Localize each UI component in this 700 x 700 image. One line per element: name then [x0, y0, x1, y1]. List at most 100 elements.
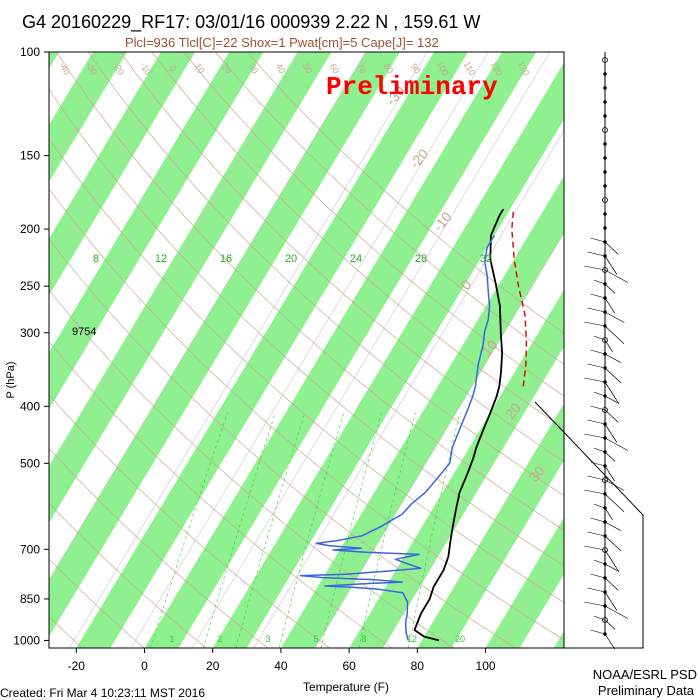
wind-barb — [604, 451, 616, 462]
wind-barb — [604, 255, 618, 275]
dry-adiabat — [151, 52, 564, 429]
dry-adiabat-label: 40 — [274, 62, 288, 76]
plot-frame — [48, 51, 565, 649]
isotherm — [376, 334, 564, 648]
wind-panel-outline — [534, 401, 644, 649]
wind-barb — [604, 241, 619, 255]
x-tick-label: 0 — [141, 659, 148, 673]
theta-bands — [49, 52, 700, 648]
mixing-ratio-label: 2 — [217, 634, 222, 644]
wind-barb — [604, 367, 622, 384]
isotherm-label: -20 — [406, 145, 431, 171]
wind-barb — [587, 587, 606, 593]
theta-e-label: 12 — [155, 253, 167, 265]
wind-barb — [584, 265, 606, 271]
x-axis-label: Temperature (F) — [303, 680, 389, 694]
dry-adiabat-label: 10 — [193, 62, 207, 76]
y-tick-label: 400 — [20, 399, 40, 413]
theta-band — [417, 403, 564, 648]
y-tick-label: 700 — [20, 542, 40, 556]
wind-point — [602, 337, 608, 343]
wind-barb — [604, 395, 618, 404]
dry-adiabat — [49, 289, 454, 648]
x-tick-label: 100 — [476, 659, 496, 673]
isotherm — [49, 52, 182, 274]
chart-title: G4 20160229_RF17: 03/01/16 000939 2.22 N… — [22, 12, 480, 33]
wind-barb — [604, 521, 621, 531]
wind-point — [602, 197, 608, 203]
theta-band — [280, 176, 564, 648]
y-axis-label: P (hPa) — [5, 361, 17, 398]
wind-point — [602, 57, 608, 63]
mixing-ratio-line — [358, 412, 416, 648]
wind-barb — [587, 307, 606, 313]
x-tick-label: 20 — [206, 659, 220, 673]
wind-point — [603, 72, 607, 76]
wind-barb — [590, 293, 606, 299]
wind-barb — [604, 507, 613, 520]
wind-barb — [604, 353, 621, 363]
wind-barb — [584, 321, 606, 327]
dry-adiabat — [88, 52, 564, 497]
wind-barb — [590, 461, 606, 467]
isotherm — [314, 232, 564, 648]
mixing-ratio-lines — [150, 412, 461, 648]
wind-barb — [584, 489, 606, 495]
wind-barb — [587, 531, 606, 537]
theta-band — [690, 52, 700, 648]
mixing-ratio-label: 3 — [265, 634, 270, 644]
wind-barb — [604, 283, 616, 294]
wind-point — [603, 170, 607, 174]
dry-adiabat-label: 30 — [247, 62, 261, 76]
theta-e-label: 24 — [350, 253, 362, 265]
wind-point — [602, 477, 608, 483]
wind-barb — [604, 591, 618, 611]
dry-adiabat-label: 0 — [167, 64, 178, 73]
isotherm — [560, 641, 564, 648]
wind-barb — [590, 629, 606, 635]
wind-barb — [587, 363, 606, 369]
wind-barb — [593, 559, 606, 565]
wind-point — [602, 267, 608, 273]
wind-barb — [604, 325, 625, 344]
y-tick-label: 300 — [20, 326, 40, 340]
dry-adiabat-label: 50 — [301, 62, 315, 76]
theta-band — [49, 52, 127, 182]
theta-e-label: 32 — [480, 253, 492, 265]
isotherm — [69, 52, 428, 648]
y-tick-label: 200 — [20, 222, 40, 236]
dry-adiabat — [49, 88, 564, 567]
x-tick-label: 80 — [411, 659, 425, 673]
chart-subtitle: Plcl=936 Tlcl[C]=22 Shox=1 Pwat[cm]=5 Ca… — [125, 35, 439, 50]
wind-barb — [604, 437, 628, 451]
theta-band — [144, 52, 537, 648]
theta-band — [553, 630, 564, 648]
preliminary-stamp: Preliminary — [326, 72, 498, 102]
wind-barb — [604, 605, 628, 619]
mixing-ratio-label: 20 — [455, 634, 465, 644]
wind-barb — [584, 601, 606, 607]
wind-barb — [604, 311, 625, 323]
theta-e-label: 16 — [220, 253, 232, 265]
dry-adiabat-label: 90 — [409, 62, 423, 76]
temperature-line — [413, 208, 505, 642]
footer-created: Created: Fri Mar 4 10:23:11 MST 2016 — [0, 686, 205, 700]
wind-barb — [604, 535, 622, 552]
dry-adiabat-label: 20 — [220, 62, 234, 76]
dry-adiabat — [119, 52, 564, 463]
dry-adiabat — [56, 52, 564, 531]
dry-adiabat-label: 80 — [382, 62, 396, 76]
wind-barb — [593, 335, 606, 341]
y-axis: 100 150 200 250 300 400 500 700 850 1000 — [13, 45, 49, 647]
wind-point — [603, 100, 607, 104]
theta-e-label: 28 — [415, 253, 427, 265]
theta-e-label: 20 — [285, 253, 297, 265]
theta-band — [49, 52, 196, 296]
wind-point — [603, 184, 607, 188]
x-tick-label: 40 — [274, 659, 288, 673]
y-tick-label: 1000 — [13, 633, 40, 647]
footer-org: NOAA/ESRL PSD — [593, 667, 697, 682]
wind-barb — [584, 377, 606, 383]
wind-point — [602, 617, 608, 623]
